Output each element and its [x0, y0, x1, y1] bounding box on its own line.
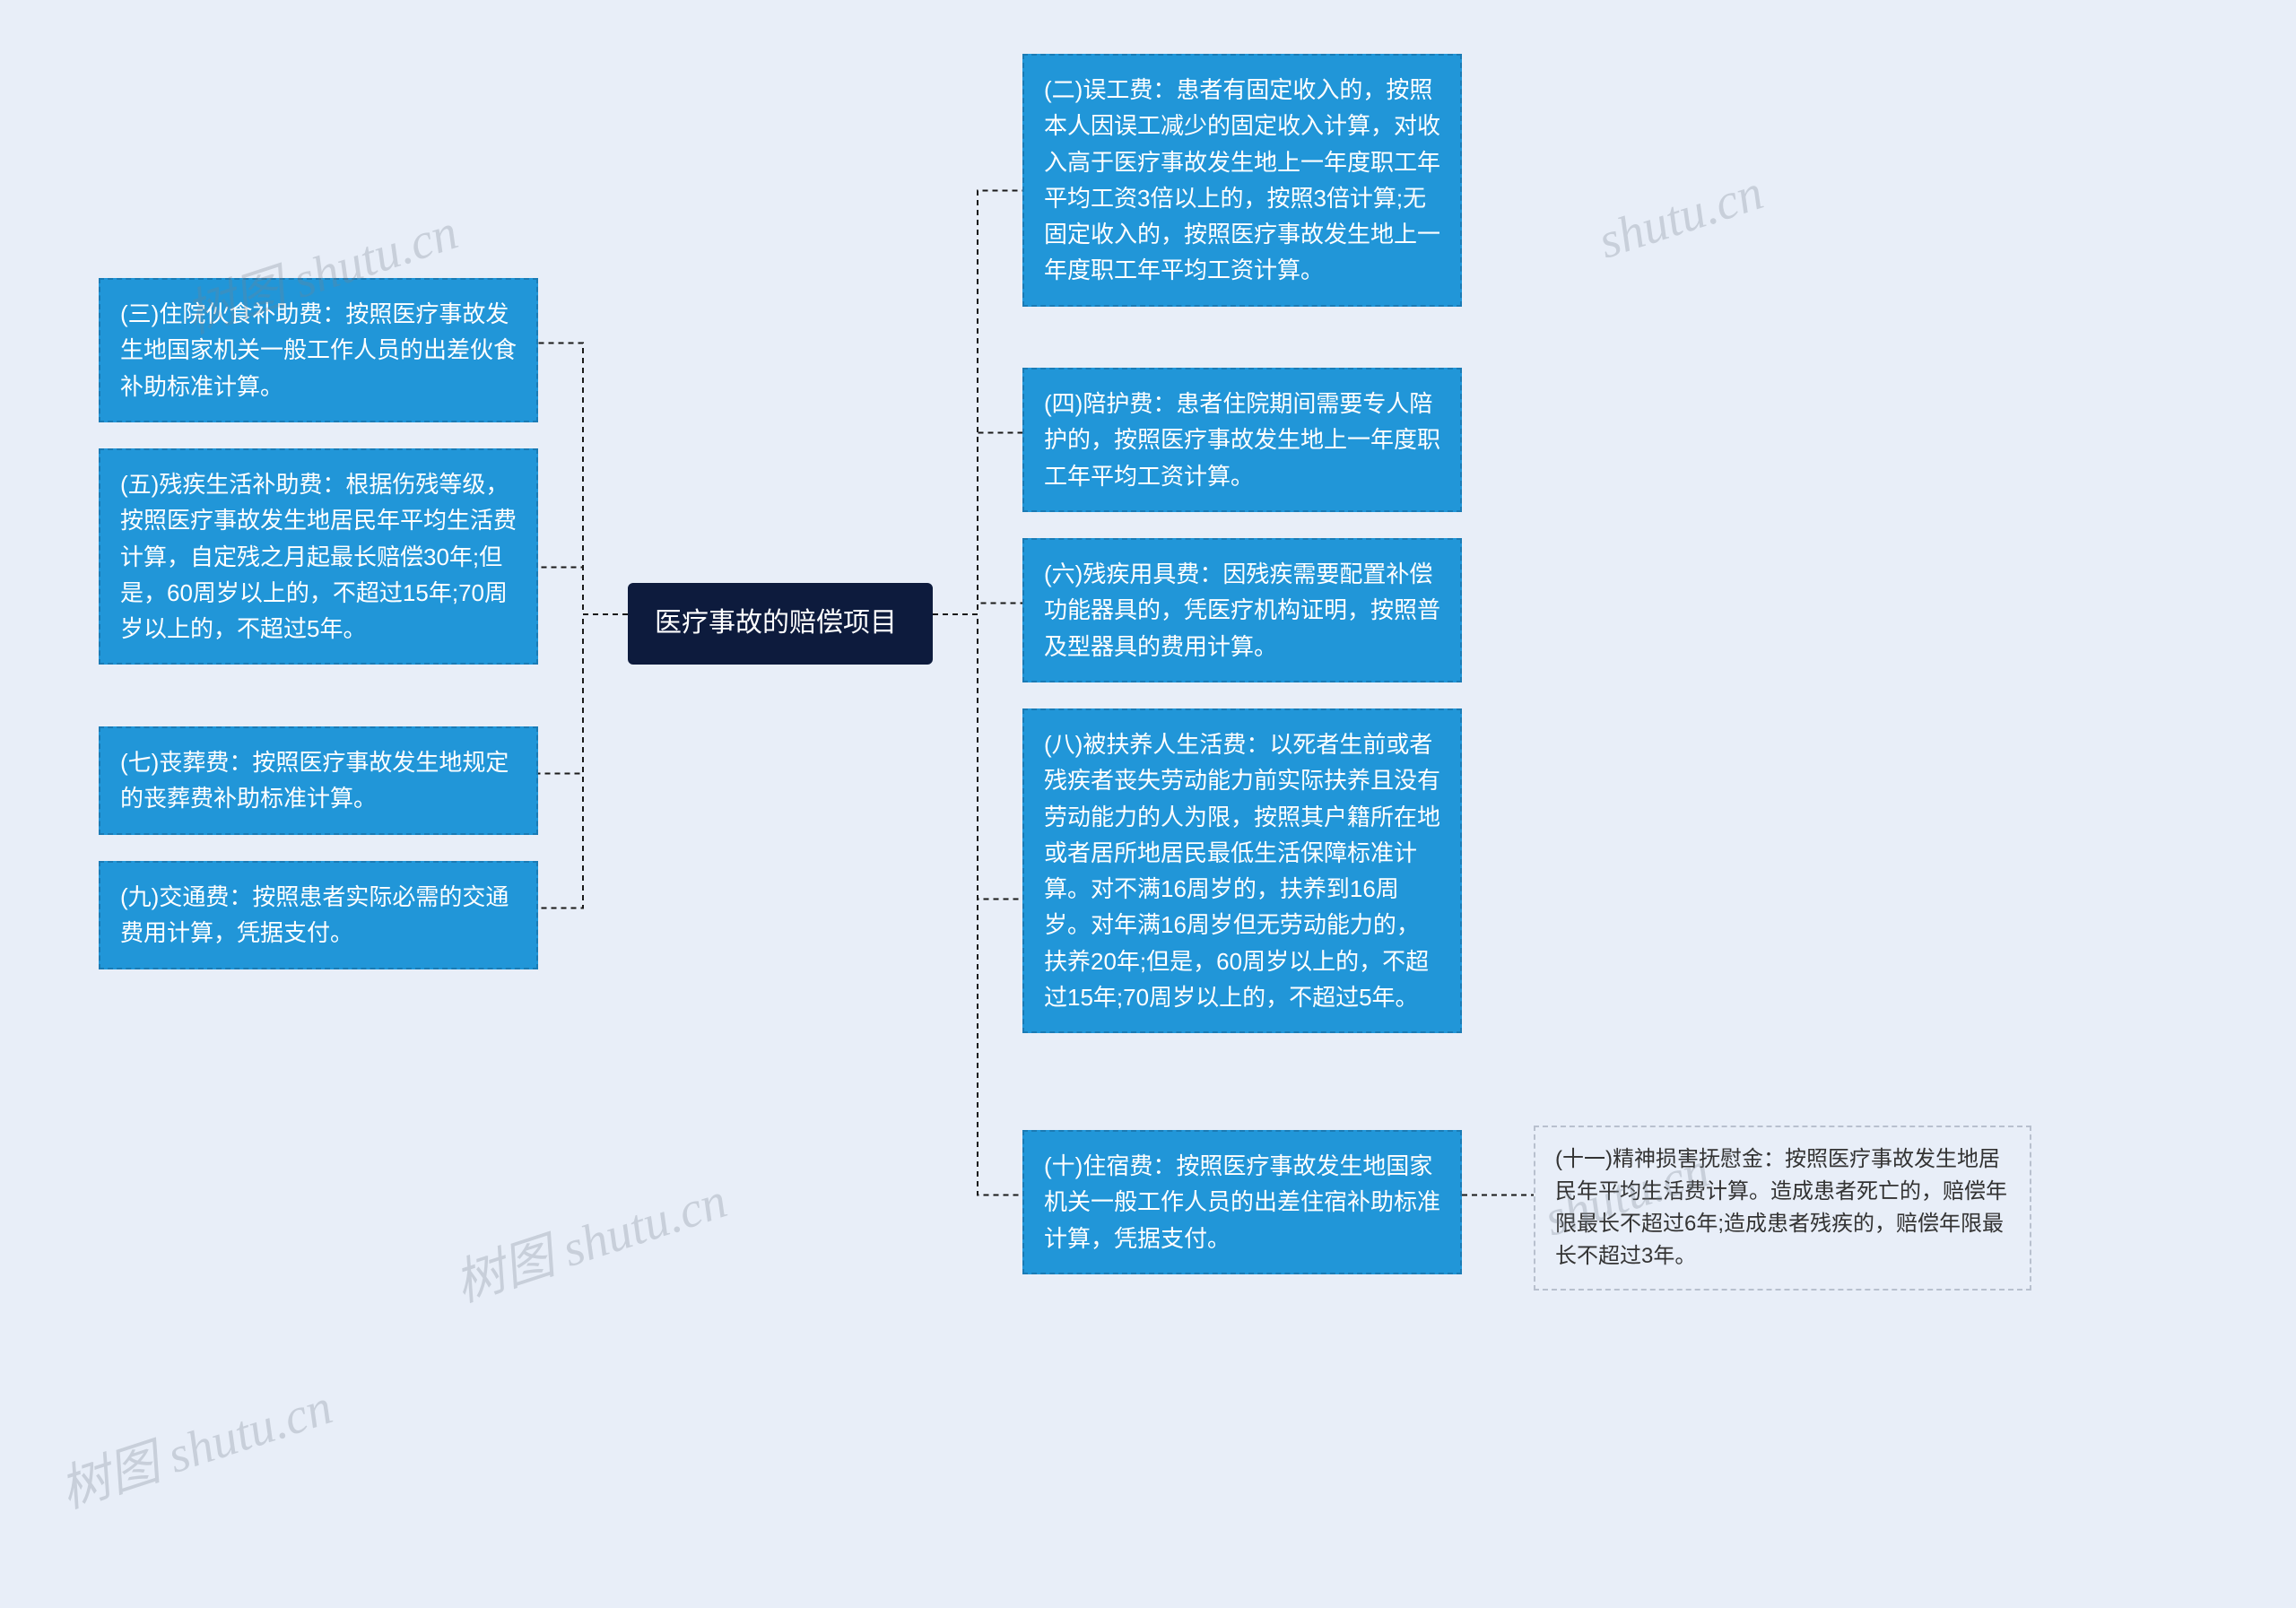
node-item-6[interactable]: (六)残疾用具费：因残疾需要配置补偿功能器具的，凭医疗机构证明，按照普及型器具的…: [1022, 538, 1462, 682]
node-item-5[interactable]: (五)残疾生活补助费：根据伤残等级，按照医疗事故发生地居民年平均生活费计算，自定…: [99, 448, 538, 665]
watermark: 树图 shutu.cn: [444, 1160, 735, 1316]
node-item-2[interactable]: (二)误工费：患者有固定收入的，按照本人因误工减少的固定收入计算，对收入高于医疗…: [1022, 54, 1462, 307]
node-item-3[interactable]: (三)住院伙食补助费：按照医疗事故发生地国家机关一般工作人员的出差伙食补助标准计…: [99, 278, 538, 422]
node-item-4[interactable]: (四)陪护费：患者住院期间需要专人陪护的，按照医疗事故发生地上一年度职工年平均工…: [1022, 368, 1462, 512]
node-item-7[interactable]: (七)丧葬费：按照医疗事故发生地规定的丧葬费补助标准计算。: [99, 726, 538, 835]
node-item-9[interactable]: (九)交通费：按照患者实际必需的交通费用计算，凭据支付。: [99, 861, 538, 969]
node-item-11[interactable]: (十一)精神损害抚慰金：按照医疗事故发生地居民年平均生活费计算。造成患者死亡的，…: [1534, 1126, 2031, 1291]
mindmap-canvas: 医疗事故的赔偿项目 (三)住院伙食补助费：按照医疗事故发生地国家机关一般工作人员…: [0, 0, 2296, 1608]
root-node[interactable]: 医疗事故的赔偿项目: [628, 583, 933, 665]
node-item-10[interactable]: (十)住宿费：按照医疗事故发生地国家机关一般工作人员的出差住宿补助标准计算，凭据…: [1022, 1130, 1462, 1274]
watermark: shutu.cn: [1592, 163, 1770, 270]
watermark: 树图 shutu.cn: [49, 1366, 340, 1522]
node-item-8[interactable]: (八)被扶养人生活费：以死者生前或者残疾者丧失劳动能力前实际扶养且没有劳动能力的…: [1022, 708, 1462, 1033]
